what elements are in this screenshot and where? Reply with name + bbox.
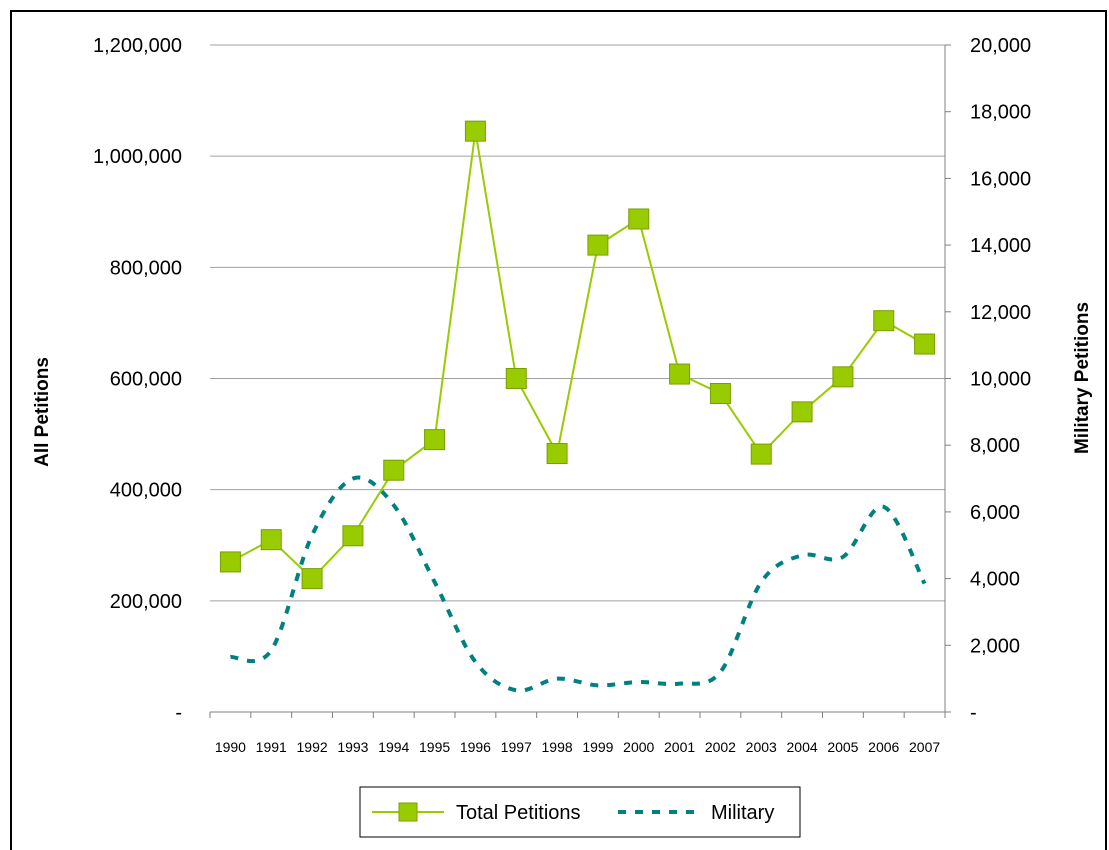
total-petitions-point (709, 383, 731, 405)
y2-axis-title: Military Petitions (1072, 302, 1093, 454)
y2-tick-label: 2,000 (970, 635, 1020, 657)
x-tick-label: 1990 (215, 739, 246, 755)
total-petitions-point (301, 568, 323, 590)
y-axis-title: All Petitions (32, 357, 53, 467)
y2-tick-label: 14,000 (970, 235, 1031, 257)
y-tick-label: 800,000 (110, 257, 182, 279)
x-tick-label: 1998 (542, 739, 573, 755)
x-tick-label: 1997 (501, 739, 532, 755)
total-petitions-point (546, 443, 568, 465)
legend: Total Petitions Military (359, 786, 801, 838)
y-tick-label: 600,000 (110, 369, 182, 391)
x-tick-label: 1995 (419, 739, 450, 755)
left-axis-ticks: - 200,000 400,000 600,000 800,000 1,000,000 1,… (93, 35, 182, 724)
x-tick-label: 2002 (705, 739, 736, 755)
x-tick-label: 1993 (337, 739, 368, 755)
y2-tick-label: 10,000 (970, 369, 1031, 391)
x-tick-label: 2003 (746, 739, 777, 755)
y-tick-label: 1,000,000 (93, 146, 182, 168)
total-petitions-point (424, 429, 446, 451)
military-line (230, 475, 927, 693)
x-tick-label: 2001 (664, 739, 695, 755)
y-tick-label: 1,200,000 (93, 35, 182, 57)
y2-tick-label: 4,000 (970, 569, 1020, 591)
total-petitions-point (219, 551, 241, 573)
total-petitions-point (505, 368, 527, 389)
total-petitions-point (669, 363, 691, 385)
total-petitions-point (260, 529, 282, 551)
x-tick-label: 2005 (827, 739, 858, 755)
x-tick-label: 2004 (787, 739, 818, 755)
x-tick-label: 2007 (909, 739, 940, 755)
y-tick-label: - (175, 702, 182, 724)
chart-frame (10, 10, 1107, 850)
total-petitions-point (873, 310, 895, 332)
x-tick-label: 2006 (868, 739, 899, 755)
x-tick-label: 1996 (460, 739, 491, 755)
legend-total-label: Total Petitions (456, 802, 581, 824)
total-petitions-point (342, 525, 364, 547)
total-petitions-point (750, 443, 772, 465)
y2-tick-label: 6,000 (970, 502, 1020, 524)
legend-total-marker (398, 802, 418, 822)
x-tick-label: 2000 (623, 739, 654, 755)
series-layer (219, 120, 936, 693)
total-petitions-point (587, 234, 609, 256)
total-petitions-point (464, 120, 486, 142)
y2-tick-label: 8,000 (970, 435, 1020, 457)
x-tick-label: 1999 (582, 739, 613, 755)
total-petitions-point (832, 366, 854, 388)
total-petitions-point (628, 208, 650, 230)
x-tick-label: 1991 (256, 739, 287, 755)
y2-tick-label: 20,000 (970, 35, 1031, 57)
y2-tick-label: - (970, 702, 977, 724)
x-tick-label: 1994 (378, 739, 409, 755)
y2-tick-label: 18,000 (970, 102, 1031, 124)
total-petitions-line (229, 130, 926, 581)
gridlines (210, 44, 945, 602)
legend-military-label: Military (711, 802, 774, 824)
y-tick-label: 400,000 (110, 480, 182, 502)
total-petitions-point (791, 401, 813, 423)
x-axis-ticks: 1990 1991 1992 1993 1994 1995 1996 1997 1998 1999… (209, 712, 946, 755)
y2-tick-label: 12,000 (970, 302, 1031, 324)
x-tick-label: 1992 (297, 739, 328, 755)
right-axis-ticks: - 2,000 4,000 6,000 8,000 10,000 12,000 14,000 1… (945, 35, 1031, 724)
total-petitions-point (914, 333, 936, 355)
total-petitions-point (383, 459, 405, 481)
y-tick-label: 200,000 (110, 591, 182, 613)
y2-tick-label: 16,000 (970, 168, 1031, 190)
